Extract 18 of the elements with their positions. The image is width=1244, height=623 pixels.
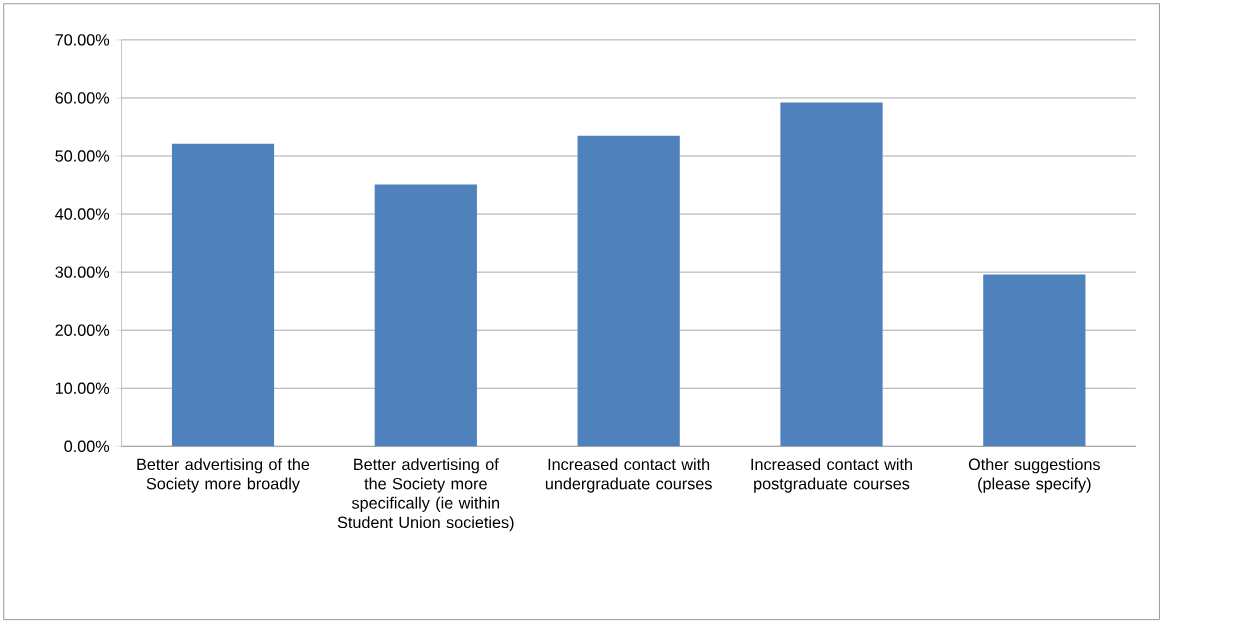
bar bbox=[171, 143, 275, 447]
x-tick-label: Better advertising of the Society more specifically (ie within Student Union societies) bbox=[337, 458, 514, 532]
x-tick-label: Increased contact with postgraduate courses bbox=[751, 458, 912, 493]
y-tick-label: 10.00% bbox=[55, 382, 110, 394]
y-tick-label: 30.00% bbox=[55, 266, 110, 278]
bar bbox=[780, 102, 883, 447]
bar bbox=[983, 274, 1086, 447]
bar bbox=[374, 184, 477, 447]
y-tick-label: 40.00% bbox=[55, 208, 110, 220]
x-tick-label: Other suggestions (please specify) bbox=[968, 458, 1100, 493]
y-tick-label: 0.00% bbox=[64, 440, 110, 452]
y-tick-label: 70.00% bbox=[55, 33, 110, 46]
x-tick-label: Increased contact with undergraduate courses bbox=[545, 458, 712, 493]
y-tick-label: 50.00% bbox=[55, 150, 110, 162]
y-tick-label: 60.00% bbox=[55, 92, 110, 104]
y-tick-label: 20.00% bbox=[55, 324, 110, 336]
bar bbox=[577, 135, 680, 447]
x-tick-label: Better advertising of the Society more broadly bbox=[137, 458, 310, 493]
